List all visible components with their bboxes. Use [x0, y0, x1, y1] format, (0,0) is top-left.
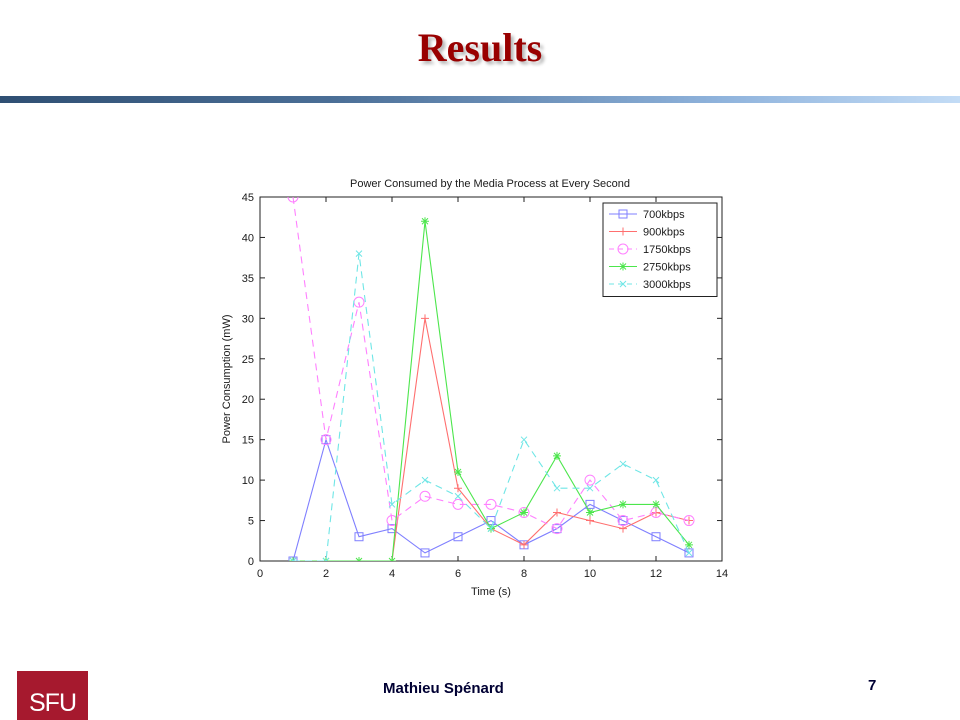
- y-tick-label: 30: [242, 313, 254, 325]
- data-point: [520, 540, 528, 549]
- data-point: [652, 476, 660, 484]
- legend: 700kbps 900kbps 1750kbps 2750kbps 3000kbps: [602, 202, 718, 297]
- x-tick-label: 10: [584, 568, 596, 580]
- data-point: [552, 524, 562, 534]
- data-point: [518, 506, 530, 518]
- data-point: [487, 525, 495, 532]
- data-point: [287, 197, 299, 203]
- data-point: [421, 217, 429, 226]
- data-point: [388, 557, 396, 561]
- y-tick-label: 10: [242, 475, 254, 487]
- data-point: [651, 532, 661, 542]
- data-point: [617, 515, 629, 527]
- x-tick-label: 4: [389, 568, 395, 580]
- data-point: [652, 500, 660, 509]
- data-point: [453, 532, 463, 542]
- y-tick-label: 35: [242, 273, 254, 285]
- data-point: [684, 548, 694, 558]
- y-tick-label: 20: [242, 394, 254, 406]
- data-point: [388, 501, 396, 508]
- legend-label: 700kbps: [643, 209, 685, 221]
- data-point: [584, 474, 596, 486]
- y-tick-label: 40: [242, 232, 254, 244]
- x-tick-label: 2: [323, 568, 329, 580]
- legend-label: 1750kbps: [643, 244, 691, 256]
- data-point: [618, 516, 628, 526]
- data-point: [485, 498, 497, 510]
- data-point: [553, 484, 561, 492]
- y-tick-label: 45: [242, 192, 254, 204]
- data-point: [520, 436, 528, 444]
- data-point: [586, 516, 594, 525]
- data-point: [386, 515, 398, 527]
- data-point: [454, 492, 462, 500]
- chart-title: Power Consumed by the Media Process at E…: [350, 178, 630, 190]
- legend-marker: [619, 280, 627, 288]
- legend-label: 3000kbps: [643, 279, 691, 291]
- legend-marker: [619, 262, 627, 271]
- legend-marker: [619, 227, 627, 236]
- x-tick-label: 14: [716, 568, 728, 580]
- data-point: [683, 515, 695, 527]
- legend-box: [602, 202, 718, 297]
- footer-author: Mathieu Spénard: [383, 680, 504, 697]
- legend-label: 900kbps: [643, 227, 685, 239]
- x-tick-label: 0: [257, 568, 263, 580]
- x-axis-label: Time (s): [471, 586, 511, 598]
- data-point: [289, 557, 297, 561]
- x-tick-label: 6: [455, 568, 461, 580]
- y-axis-label: Power Consumption (mW): [221, 315, 233, 444]
- x-tick-label: 12: [650, 568, 662, 580]
- y-tick-label: 5: [248, 516, 254, 528]
- title-underline: [0, 96, 960, 103]
- sfu-logo-text: SFU: [29, 689, 77, 717]
- data-point: [553, 508, 561, 517]
- data-point: [454, 484, 462, 493]
- data-point: [619, 460, 627, 468]
- data-point: [586, 508, 594, 517]
- sfu-logo: SFU: [17, 671, 88, 720]
- data-point: [355, 557, 363, 561]
- data-point: [619, 500, 627, 509]
- data-point: [420, 548, 430, 558]
- data-point: [320, 434, 332, 446]
- data-point: [355, 250, 363, 257]
- page-number: 7: [868, 677, 877, 694]
- legend-marker: [617, 243, 629, 255]
- data-point: [419, 490, 431, 502]
- y-tick-label: 0: [248, 556, 254, 568]
- series-line: [292, 437, 690, 561]
- y-tick-label: 15: [242, 435, 254, 447]
- data-point: [421, 314, 429, 323]
- series-3000kbps: [289, 250, 693, 561]
- data-point: [551, 523, 563, 535]
- x-tick-label: 8: [521, 568, 527, 580]
- data-point: [685, 540, 693, 549]
- legend-label: 2750kbps: [643, 262, 691, 274]
- data-point: [322, 557, 330, 561]
- data-point: [486, 516, 496, 526]
- data-point: [685, 549, 693, 557]
- data-point: [585, 499, 595, 509]
- series-line: [292, 197, 690, 530]
- data-point: [553, 451, 561, 460]
- data-point: [520, 508, 528, 517]
- data-point: [586, 484, 594, 492]
- power-consumption-chart: Power Consumed by the Media Process at E…: [221, 178, 728, 598]
- plot-area: 0 2 4 6 8 10 12 14 0 5 10 15 20 25 30 35 40 45 700kbps 900k…: [242, 192, 728, 580]
- data-point: [354, 532, 364, 542]
- slide-title: Results: [417, 25, 543, 70]
- data-point: [452, 498, 464, 510]
- data-point: [454, 468, 462, 477]
- series-1750kbps: [287, 197, 695, 535]
- data-point: [421, 476, 429, 484]
- legend-marker: [618, 209, 628, 219]
- y-tick-label: 25: [242, 354, 254, 366]
